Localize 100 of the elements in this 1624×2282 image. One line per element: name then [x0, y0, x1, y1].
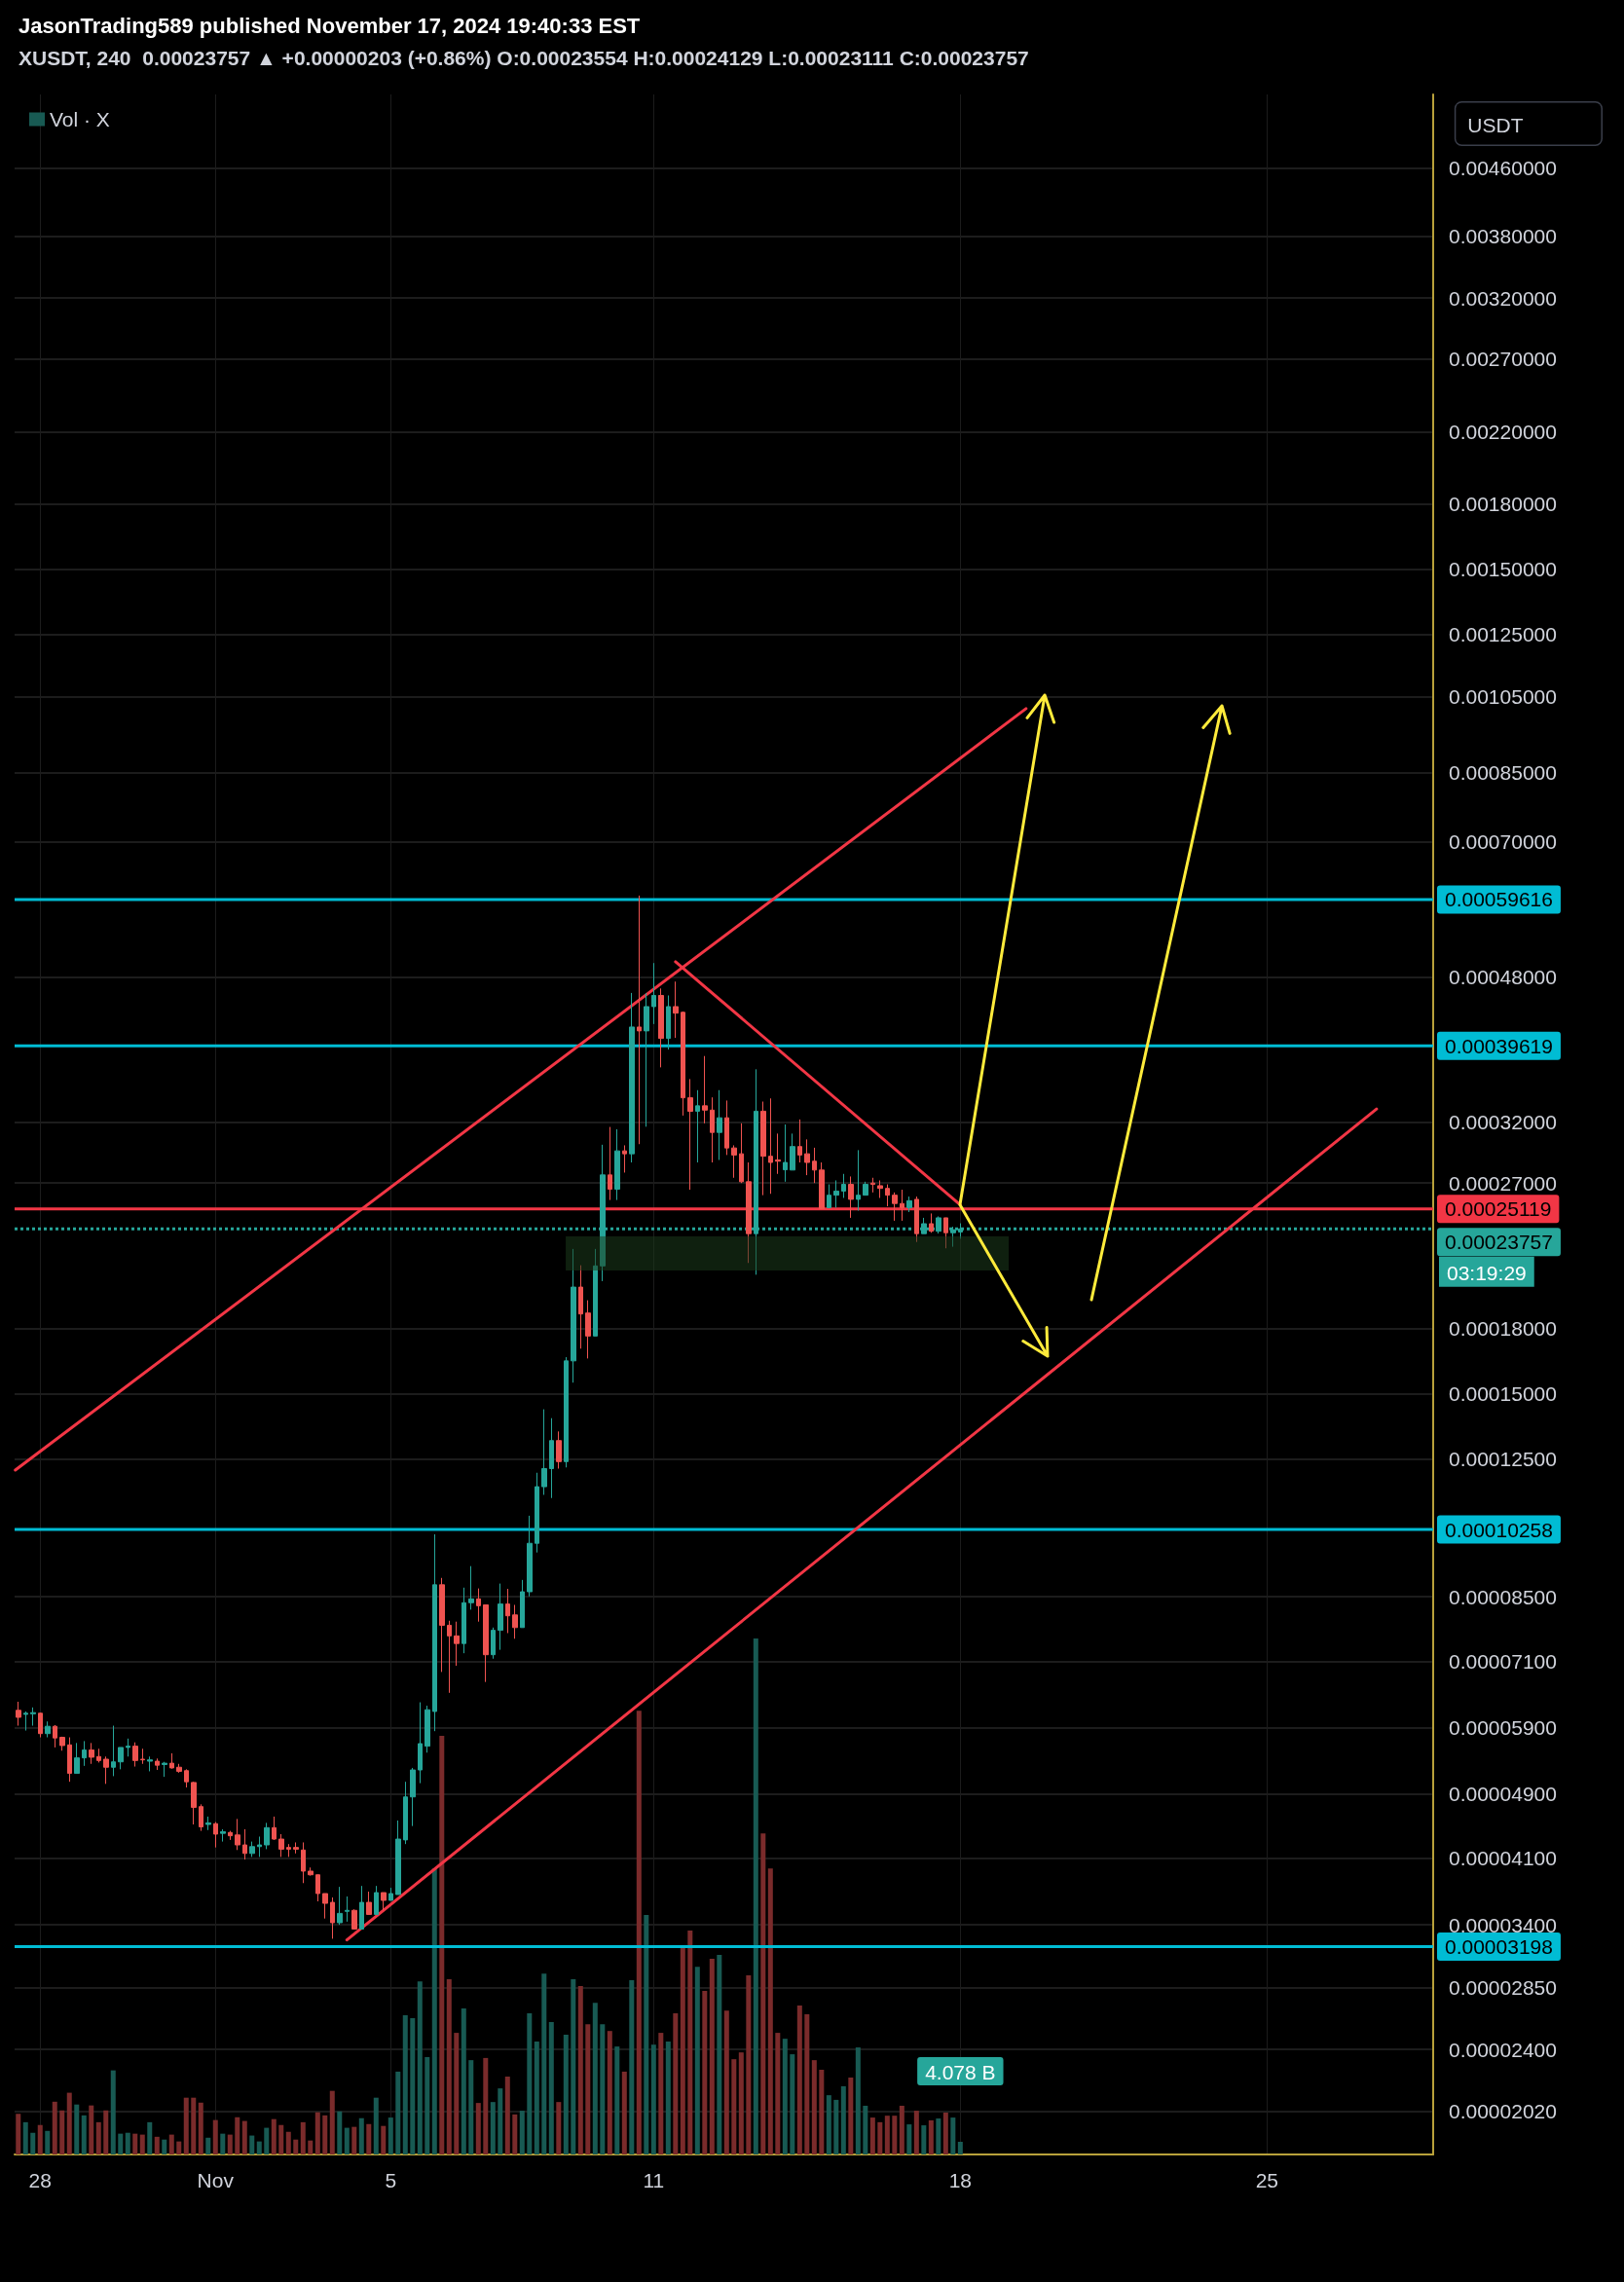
candlestick — [162, 1761, 167, 1778]
candlestick — [593, 1248, 598, 1337]
candlestick — [220, 1828, 226, 1843]
candlestick — [622, 1144, 627, 1173]
candlestick — [775, 1132, 781, 1175]
candlestick — [235, 1818, 240, 1851]
y-tick-label: 0.00027000 — [1449, 1171, 1557, 1195]
y-tick-label: 0.00003400 — [1449, 1913, 1557, 1936]
candlestick — [322, 1893, 328, 1920]
candlestick — [666, 994, 671, 1050]
candlestick — [67, 1737, 72, 1783]
chart-subtitle: XUSDT, 240 0.00023757 ▲ +0.00000203 (+0.86%) O:0.00023554 H:0.00024129 L:0.00023111 C:0.00023757 — [18, 47, 1029, 69]
candlestick — [564, 1356, 569, 1468]
candlestick — [491, 1627, 496, 1660]
candlestick — [59, 1736, 65, 1751]
ref-line-label: 0.00025119 — [1445, 1197, 1552, 1221]
candlestick — [877, 1179, 883, 1198]
candlestick — [900, 1189, 904, 1222]
y-tick-label: 0.00032000 — [1449, 1111, 1557, 1134]
candlestick — [783, 1123, 788, 1183]
candlestick — [126, 1738, 130, 1757]
y-tick-label: 0.00015000 — [1449, 1381, 1557, 1405]
candlestick — [264, 1822, 270, 1850]
candlestick — [82, 1740, 87, 1767]
chart-title: JasonTrading589 published November 17, 2024 19:40:33 EST — [18, 13, 641, 38]
candlestick — [432, 1533, 437, 1732]
y-tick-label: 0.00002850 — [1449, 1976, 1557, 2000]
candlestick — [169, 1752, 174, 1770]
candlestick — [249, 1841, 255, 1858]
ref-line-label: 0.00010258 — [1445, 1518, 1553, 1541]
data-label: 4.078 B — [925, 2061, 996, 2083]
candlestick — [717, 1089, 722, 1160]
candlestick — [535, 1472, 539, 1554]
candlestick — [797, 1119, 802, 1163]
candlestick — [140, 1748, 145, 1765]
y-tick-label: 0.00270000 — [1449, 348, 1557, 371]
candlestick — [505, 1588, 510, 1634]
ref-line-label: 0.00023757 — [1445, 1231, 1553, 1254]
candlestick — [439, 1577, 445, 1673]
y-tick-label: 0.00004900 — [1449, 1783, 1557, 1806]
candlestick — [483, 1603, 489, 1683]
candlestick — [906, 1196, 912, 1213]
x-tick-label: 25 — [1255, 2169, 1279, 2191]
candlestick — [768, 1097, 773, 1195]
candlestick — [16, 1701, 21, 1727]
candlestick — [571, 1248, 576, 1383]
y-tick-label: 0.00380000 — [1449, 225, 1557, 248]
x-tick-label: 28 — [28, 2169, 52, 2191]
candlestick — [651, 962, 656, 1025]
candlestick — [644, 992, 649, 1127]
candlestick — [848, 1175, 854, 1219]
y-tick-label: 0.00220000 — [1449, 421, 1557, 444]
y-tick-label: 0.00460000 — [1449, 157, 1557, 180]
candlestick — [608, 1126, 612, 1201]
y-tick-label: 0.00012500 — [1449, 1447, 1557, 1470]
legend-label: Vol · X — [50, 108, 110, 130]
candlestick — [23, 1711, 28, 1732]
candlestick — [746, 1161, 752, 1264]
y-tick-label: 0.00320000 — [1449, 286, 1557, 310]
y-tick-label: 0.00070000 — [1449, 830, 1557, 854]
candlestick — [512, 1603, 518, 1639]
candlestick — [943, 1217, 948, 1249]
candlestick — [658, 987, 664, 1068]
candlestick — [885, 1184, 890, 1207]
candlestick — [96, 1748, 101, 1763]
candlestick — [476, 1588, 481, 1623]
candlestick — [447, 1620, 452, 1694]
candlestick — [637, 895, 642, 1145]
candlestick — [301, 1841, 306, 1884]
y-tick-label: 0.00002400 — [1449, 2038, 1557, 2061]
candlestick — [468, 1565, 474, 1610]
ref-line-label: 0.00059616 — [1445, 888, 1553, 911]
candlestick — [388, 1887, 393, 1901]
candlestick — [53, 1724, 57, 1748]
x-tick-label: 11 — [643, 2169, 665, 2191]
candlestick — [205, 1816, 211, 1831]
candlestick — [315, 1874, 320, 1902]
y-tick-label: 0.00018000 — [1449, 1316, 1557, 1340]
candlestick — [804, 1138, 810, 1176]
candlestick — [498, 1583, 503, 1651]
candlestick — [812, 1147, 817, 1184]
candlestick — [520, 1579, 525, 1629]
candlestick — [681, 1011, 685, 1117]
candlestick — [410, 1767, 416, 1827]
candlestick — [213, 1822, 218, 1849]
candlestick — [461, 1587, 466, 1654]
candlestick — [833, 1179, 839, 1209]
candlestick — [731, 1144, 737, 1179]
candlestick — [819, 1161, 825, 1210]
candlestick — [870, 1177, 875, 1194]
candlestick — [863, 1181, 868, 1196]
candlestick — [132, 1742, 138, 1768]
candlestick — [38, 1712, 43, 1739]
y-tick-label: 0.00125000 — [1449, 623, 1557, 646]
candlestick — [30, 1707, 36, 1727]
candlestick — [578, 1265, 583, 1349]
candlestick — [118, 1747, 124, 1770]
candlestick — [914, 1196, 919, 1243]
candlestick — [856, 1149, 861, 1211]
candlestick — [739, 1123, 744, 1184]
